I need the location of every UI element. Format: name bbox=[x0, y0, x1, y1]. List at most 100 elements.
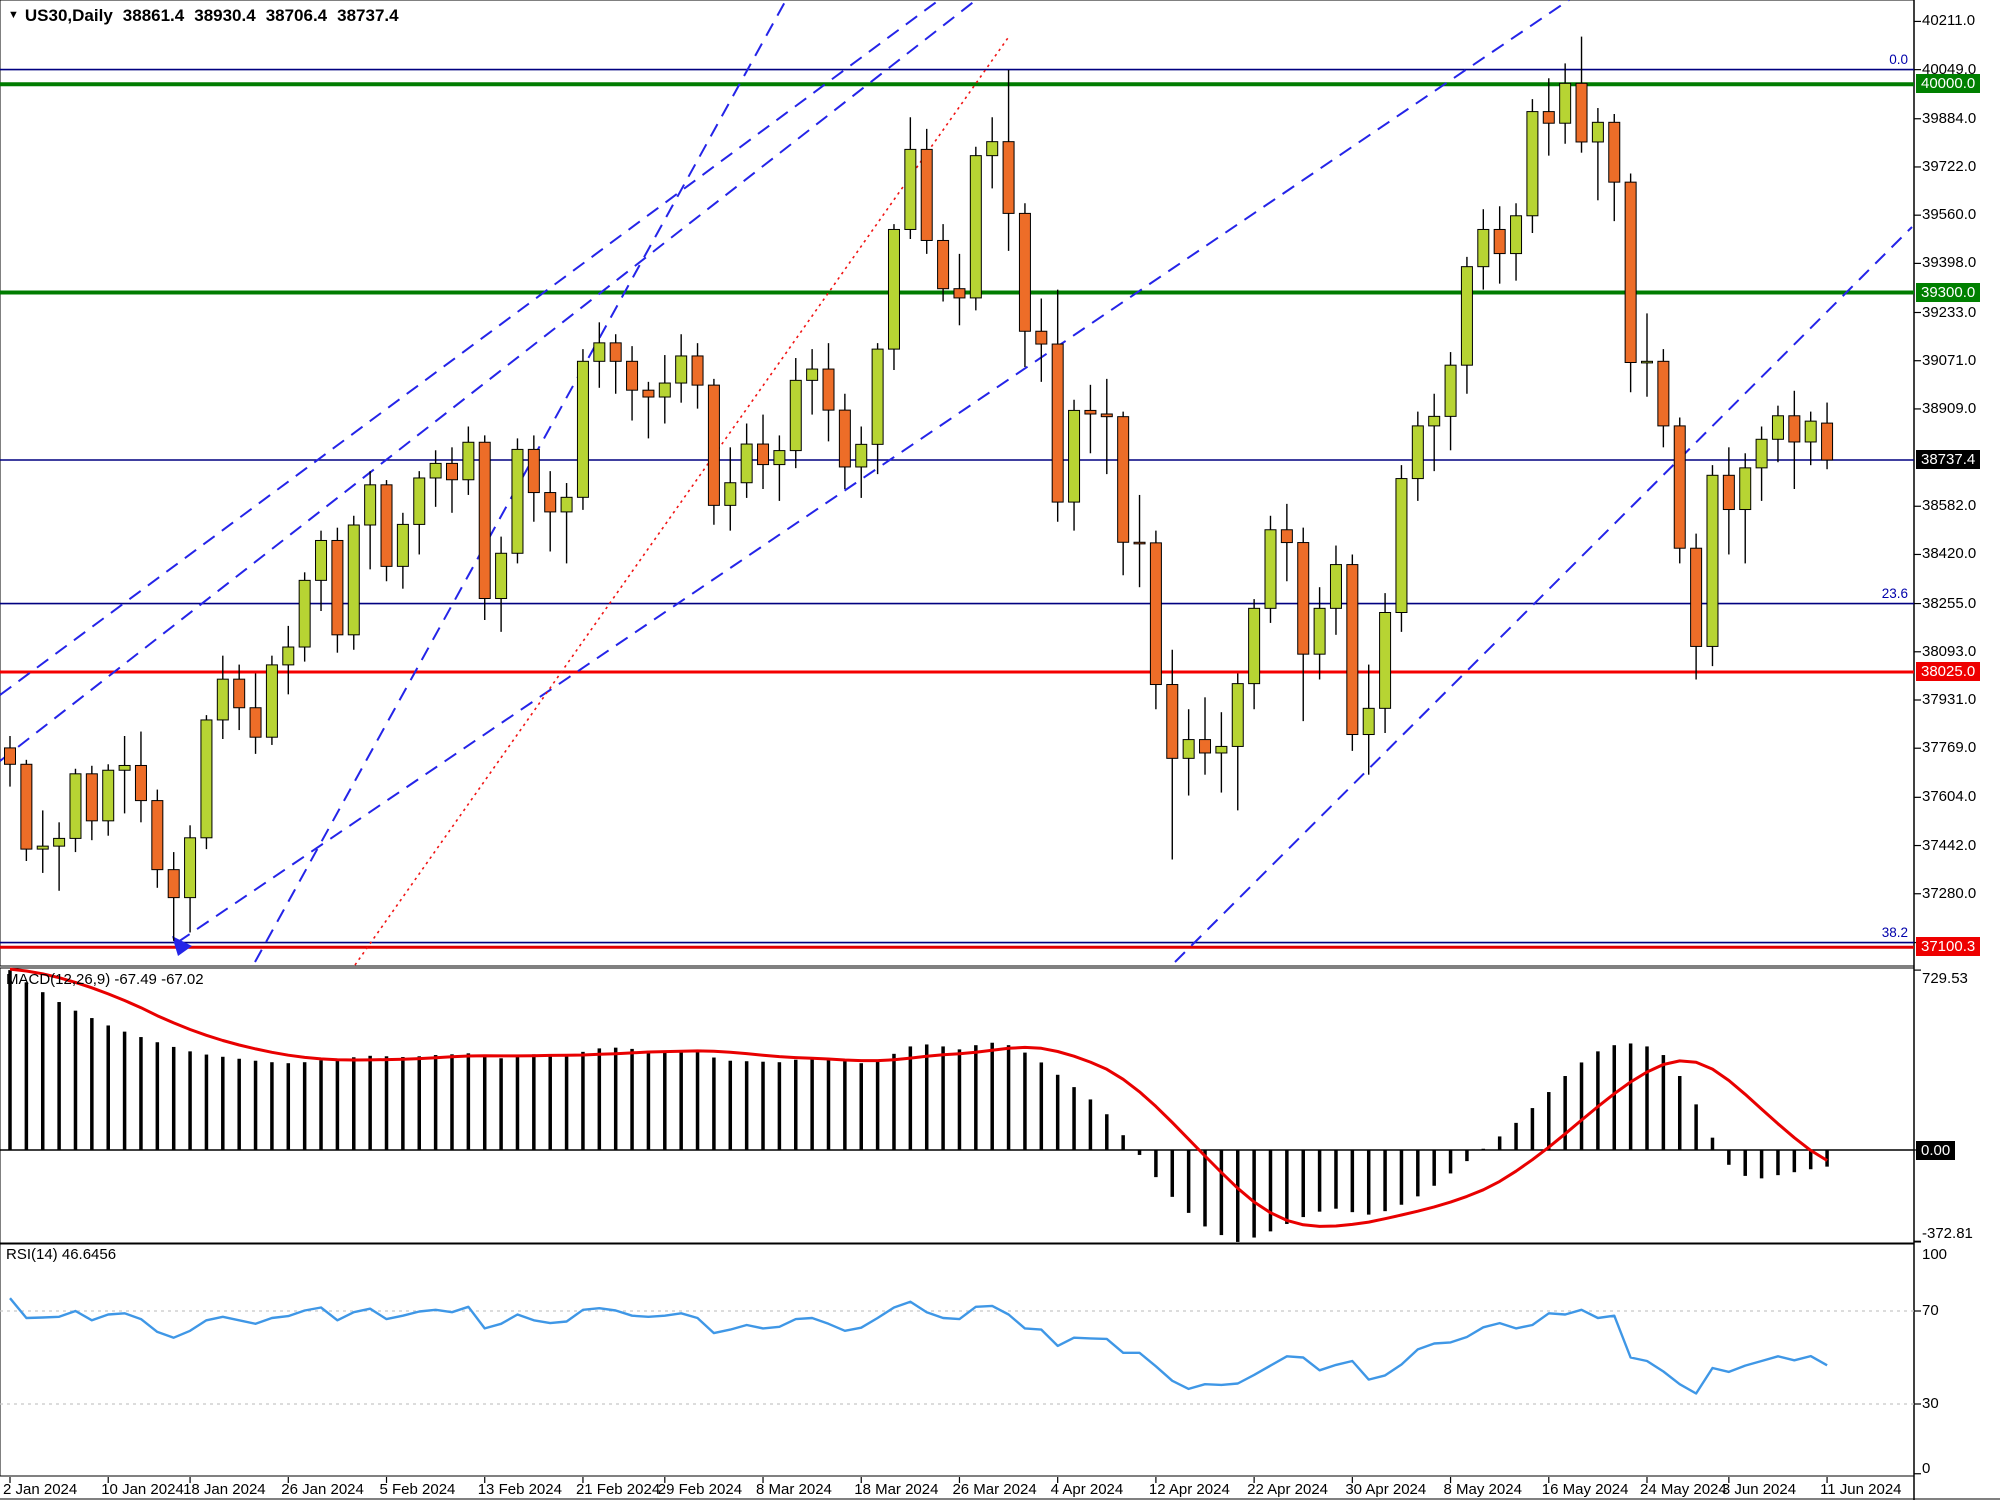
macd-bar bbox=[1252, 1150, 1256, 1238]
price-tick-label: 37280.0 bbox=[1922, 884, 1977, 902]
symbol-dropdown-icon[interactable]: ▼ bbox=[8, 9, 19, 21]
rsi-panel[interactable] bbox=[0, 1243, 1915, 1477]
main-chart-panel[interactable] bbox=[0, 0, 1915, 967]
macd-bar bbox=[1219, 1150, 1224, 1236]
candle-body bbox=[1035, 330, 1048, 345]
candle-body bbox=[1199, 739, 1212, 754]
price-tick-label: 39398.0 bbox=[1922, 254, 1977, 272]
candle-body bbox=[1444, 364, 1457, 417]
macd-bar bbox=[1448, 1150, 1453, 1174]
trendline-dotted bbox=[354, 34, 1011, 966]
fib-level-label: 0.0 bbox=[1889, 51, 1908, 67]
candle-body bbox=[249, 707, 262, 738]
date-tick-label: 26 Jan 2024 bbox=[281, 1481, 364, 1498]
macd-bar bbox=[122, 1031, 127, 1150]
candle-body bbox=[838, 409, 851, 468]
price-tick-label: 40049.0 bbox=[1922, 60, 1977, 78]
macd-bar bbox=[1645, 1046, 1649, 1150]
macd-bar bbox=[663, 1051, 667, 1150]
macd-tick-label: -372.81 bbox=[1922, 1225, 1973, 1242]
macd-bar bbox=[1694, 1104, 1698, 1150]
macd-bar bbox=[1677, 1076, 1682, 1150]
macd-bar bbox=[1039, 1062, 1044, 1150]
candle-body bbox=[118, 764, 131, 771]
macd-bar bbox=[221, 1056, 225, 1150]
macd-bar bbox=[581, 1051, 585, 1150]
candle-body bbox=[413, 477, 426, 525]
candle-body bbox=[1068, 409, 1081, 503]
macd-bar bbox=[1268, 1150, 1273, 1232]
macd-bar bbox=[1481, 1148, 1486, 1150]
macd-bar bbox=[1350, 1150, 1355, 1213]
candle-body bbox=[1510, 215, 1523, 255]
macd-bar bbox=[744, 1061, 749, 1150]
macd-bar bbox=[532, 1054, 536, 1150]
macd-bar bbox=[1301, 1150, 1305, 1218]
candle-body bbox=[642, 389, 655, 398]
price-tick-label: 39560.0 bbox=[1922, 206, 1977, 224]
candle-body bbox=[1673, 425, 1686, 549]
macd-bar bbox=[253, 1060, 258, 1150]
macd-bar bbox=[777, 1062, 782, 1150]
candle-body bbox=[1591, 121, 1604, 143]
date-tick-label: 5 Feb 2024 bbox=[379, 1481, 456, 1498]
macd-bar bbox=[1628, 1043, 1633, 1150]
macd-bar bbox=[646, 1050, 651, 1150]
date-tick-label: 22 Apr 2024 bbox=[1247, 1481, 1329, 1498]
macd-bar bbox=[843, 1061, 847, 1150]
candle-body bbox=[1690, 547, 1703, 647]
macd-bar bbox=[1792, 1150, 1797, 1173]
rsi-line bbox=[9, 1297, 1828, 1395]
macd-bar bbox=[1121, 1135, 1125, 1150]
candle-body bbox=[1477, 228, 1490, 268]
macd-bar bbox=[139, 1037, 143, 1150]
rsi-tick-label: 0 bbox=[1922, 1460, 1931, 1477]
macd-bar bbox=[1186, 1150, 1191, 1213]
candle-body bbox=[904, 148, 917, 230]
macd-bar bbox=[1759, 1150, 1764, 1179]
rsi-tick-label: 100 bbox=[1922, 1246, 1948, 1263]
macd-bar bbox=[368, 1055, 372, 1150]
candle-body bbox=[576, 360, 589, 498]
candle-body bbox=[1526, 111, 1539, 217]
macd-bar bbox=[695, 1052, 700, 1150]
candle-body bbox=[675, 355, 688, 384]
price-tick-label: 39071.0 bbox=[1922, 351, 1977, 369]
candle-body bbox=[20, 763, 33, 850]
candle-body bbox=[740, 443, 753, 484]
macd-tick-label: 729.53 bbox=[1922, 970, 1968, 987]
candle-body bbox=[1739, 467, 1752, 511]
candle-body bbox=[1248, 607, 1261, 685]
symbol-period-label: US30,Daily bbox=[24, 6, 113, 25]
price-tick-label: 38582.0 bbox=[1922, 497, 1977, 515]
candle-body bbox=[724, 482, 737, 506]
candle-body bbox=[986, 141, 999, 157]
candle-body bbox=[773, 450, 786, 466]
candle-body bbox=[1297, 542, 1310, 655]
price-tick-label: 39722.0 bbox=[1922, 157, 1977, 175]
macd-bar bbox=[1776, 1150, 1780, 1176]
candle-body bbox=[1755, 438, 1768, 469]
candle-body bbox=[1084, 409, 1097, 415]
candle-body bbox=[1771, 415, 1784, 440]
macd-bar bbox=[1137, 1150, 1142, 1155]
candle-body bbox=[184, 837, 197, 899]
macd-bar bbox=[237, 1058, 241, 1150]
macd-bar bbox=[24, 982, 29, 1150]
candle-body bbox=[855, 443, 868, 468]
macd-panel[interactable] bbox=[0, 967, 1915, 1244]
macd-bar bbox=[794, 1059, 798, 1150]
candle-body bbox=[1641, 360, 1653, 364]
candle-body bbox=[167, 869, 180, 899]
macd-bar bbox=[8, 970, 12, 1150]
macd-bar bbox=[957, 1049, 962, 1150]
macd-bar bbox=[1105, 1114, 1109, 1150]
macd-bar bbox=[826, 1058, 831, 1150]
macd-bar bbox=[188, 1051, 192, 1150]
candle-body bbox=[1722, 474, 1735, 511]
candle-body bbox=[1117, 416, 1130, 543]
macd-tick-label: 0.00 bbox=[1916, 1141, 1956, 1160]
macd-bar bbox=[924, 1044, 929, 1150]
